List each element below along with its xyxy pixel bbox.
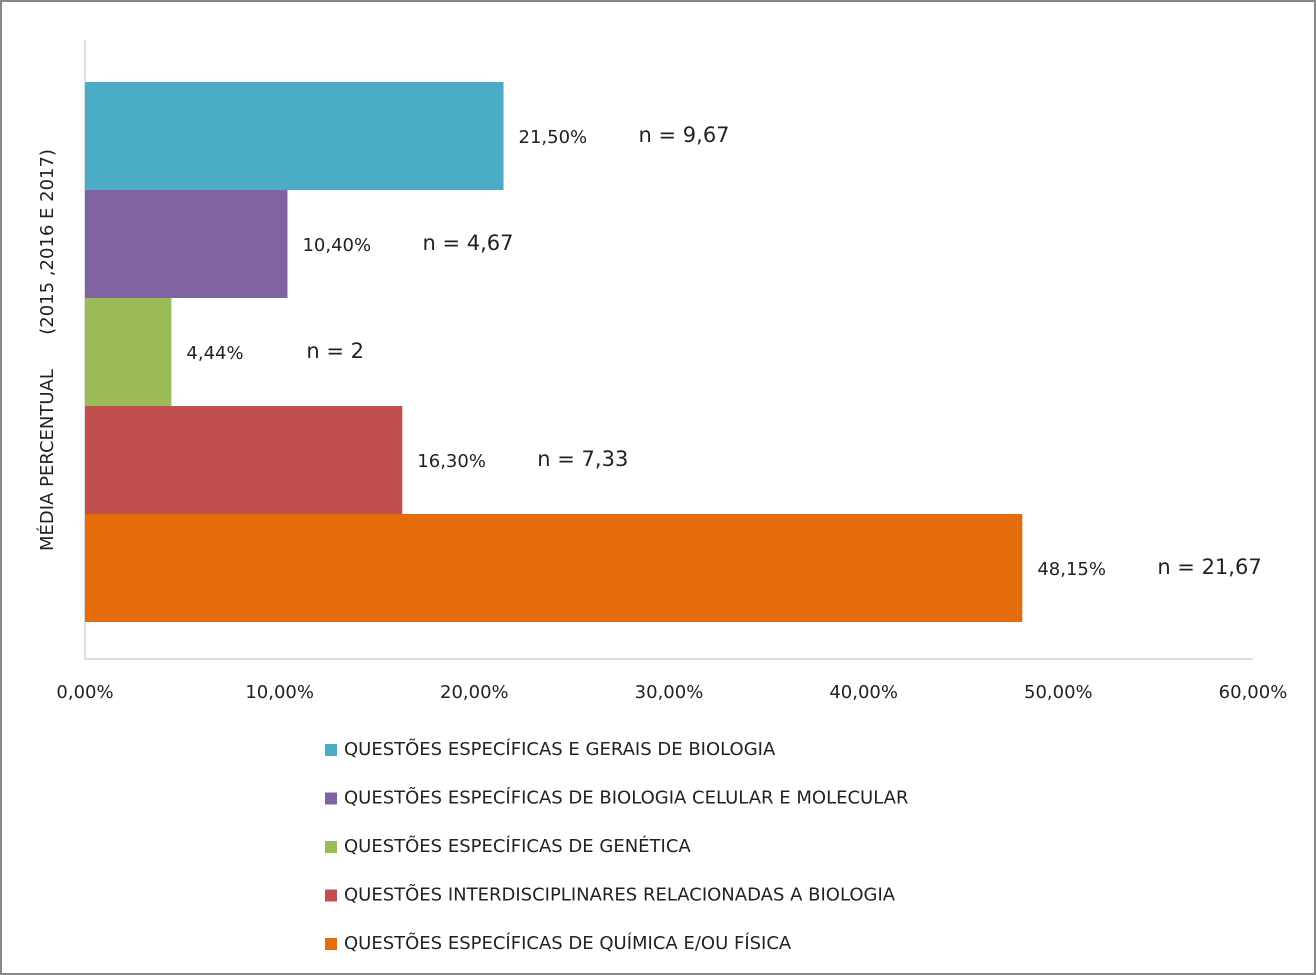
annotation: n = 2 (306, 339, 364, 363)
x-tick-label: 40,00% (829, 682, 898, 703)
x-tick-label: 50,00% (1024, 682, 1093, 703)
x-tick-label: 10,00% (245, 682, 314, 703)
legend-label: QUESTÕES INTERDISCIPLINARES RELACIONADAS… (344, 884, 896, 906)
bar (85, 82, 504, 190)
x-tick-label: 60,00% (1219, 682, 1288, 703)
annotation: n = 9,67 (639, 123, 730, 147)
y-axis-label: MÉDIA PERCENTUAL (2015 ,2016 E 2017) (36, 149, 58, 551)
legend-label: QUESTÕES ESPECÍFICAS DE GENÉTICA (344, 835, 691, 857)
annotation: n = 21,67 (1157, 555, 1261, 579)
x-tick-label: 0,00% (56, 682, 113, 703)
legend-label: QUESTÕES ESPECÍFICAS DE BIOLOGIA CELULAR… (344, 787, 908, 809)
value-label: 48,15% (1037, 559, 1106, 580)
annotation: n = 4,67 (422, 231, 513, 255)
bar (85, 514, 1023, 622)
bar (85, 298, 172, 406)
legend-label: QUESTÕES ESPECÍFICAS DE QUÍMICA E/OU FÍS… (344, 932, 792, 954)
legend-swatch (325, 938, 337, 950)
legend-swatch (325, 889, 337, 902)
bar (85, 406, 403, 514)
value-label: 4,44% (186, 343, 243, 364)
x-tick-label: 30,00% (635, 682, 704, 703)
annotation: n = 7,33 (537, 447, 628, 471)
bar (85, 190, 288, 298)
value-label: 10,40% (302, 235, 371, 256)
legend-label: QUESTÕES ESPECÍFICAS E GERAIS DE BIOLOGI… (344, 738, 776, 760)
value-label: 16,30% (417, 451, 486, 472)
legend-swatch (325, 744, 337, 756)
legend-swatch (325, 792, 337, 805)
value-label: 21,50% (519, 127, 588, 148)
x-tick-label: 20,00% (440, 682, 509, 703)
legend-swatch (325, 841, 337, 853)
